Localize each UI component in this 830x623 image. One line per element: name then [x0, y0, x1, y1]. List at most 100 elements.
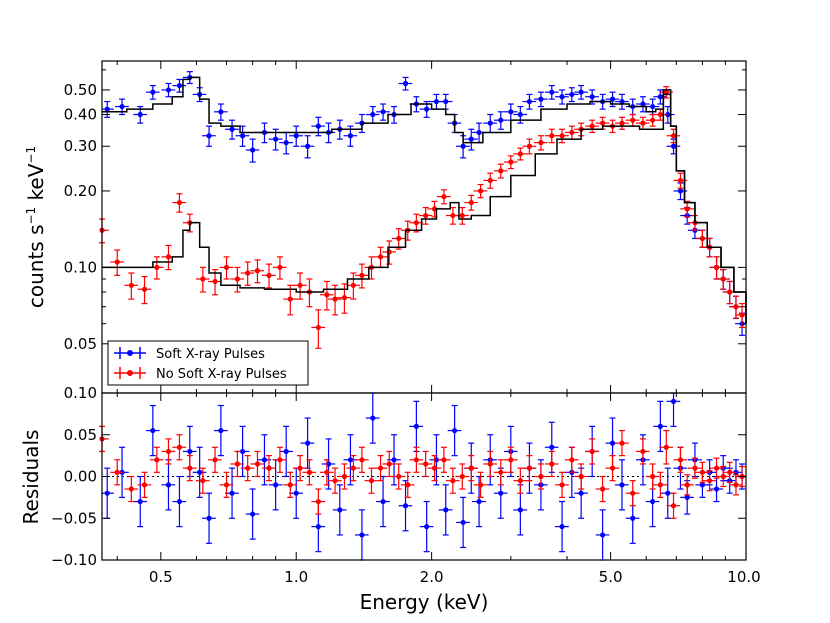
- residual-point-no-soft-x-ray-pulses: [240, 455, 255, 482]
- residual-point-no-soft-x-ray-pulses: [110, 459, 124, 486]
- residual-point-soft-x-ray-pulses: [172, 475, 187, 528]
- data-point-no-soft-x-ray-pulses: [666, 128, 681, 144]
- data-point-soft-x-ray-pulses: [172, 78, 187, 93]
- residual-point-no-soft-x-ray-pulses: [250, 450, 265, 478]
- residual-point-soft-x-ray-pulses: [225, 467, 239, 519]
- data-point-no-soft-x-ray-pulses: [522, 138, 537, 155]
- legend: Soft X-ray Pulses No Soft X-ray Pulses: [107, 340, 309, 386]
- residuals-x-ticks: 0.5 1.0 2.0 5.0 10.0: [116, 393, 761, 586]
- residual-point-no-soft-x-ray-pulses: [382, 450, 396, 478]
- legend-marker-soft: [114, 347, 146, 359]
- residual-point-no-soft-x-ray-pulses: [673, 446, 688, 473]
- data-point-soft-x-ray-pulses: [653, 89, 668, 105]
- data-point-soft-x-ray-pulses: [522, 93, 537, 110]
- data-point-no-soft-x-ray-pulses: [328, 284, 342, 316]
- residual-point-no-soft-x-ray-pulses: [702, 470, 717, 492]
- residual-point-no-soft-x-ray-pulses: [409, 446, 424, 473]
- residual-point-no-soft-x-ray-pulses: [436, 446, 451, 473]
- residual-point-no-soft-x-ray-pulses: [564, 446, 579, 473]
- residual-point-no-soft-x-ray-pulses: [605, 455, 620, 482]
- data-point-no-soft-x-ray-pulses: [172, 193, 187, 213]
- residual-point-soft-x-ray-pulses: [615, 459, 629, 511]
- data-point-no-soft-x-ray-pulses: [319, 280, 334, 311]
- residual-point-no-soft-x-ray-pulses: [149, 446, 164, 473]
- data-point-no-soft-x-ray-pulses: [493, 163, 508, 179]
- data-point-no-soft-x-ray-pulses: [250, 259, 265, 284]
- residual-point-no-soft-x-ray-pulses: [262, 455, 276, 482]
- data-point-soft-x-ray-pulses: [115, 98, 129, 116]
- data-point-no-soft-x-ray-pulses: [680, 200, 694, 218]
- residual-point-no-soft-x-ray-pulses: [533, 463, 548, 490]
- y-tick-label: 0.40: [64, 106, 97, 124]
- x-tick-label: 1.0: [284, 568, 308, 586]
- y-tick-label: 0.05: [64, 335, 97, 353]
- residual-point-no-soft-x-ray-pulses: [680, 474, 694, 496]
- data-point-soft-x-ray-pulses: [145, 85, 160, 100]
- model-step-line-model-no-soft-x-ray-pulses: [102, 93, 747, 324]
- residual-point-no-soft-x-ray-pulses: [687, 457, 702, 479]
- data-point-soft-x-ray-pulses: [574, 85, 588, 100]
- y-tick-label: 0.20: [64, 182, 97, 200]
- spectrum-data-layer: [99, 71, 747, 349]
- data-point-no-soft-x-ray-pulses: [208, 269, 222, 296]
- data-point-no-soft-x-ray-pulses: [645, 113, 660, 127]
- data-point-soft-x-ray-pulses: [635, 96, 650, 113]
- residual-point-soft-x-ray-pulses: [145, 404, 160, 457]
- data-point-no-soft-x-ray-pulses: [262, 263, 276, 289]
- data-point-soft-x-ray-pulses: [343, 125, 358, 147]
- y-tick-label: 0.00: [64, 468, 97, 486]
- residuals-y-ticks: −0.10 −0.05 0.00 0.05 0.10: [51, 384, 746, 569]
- residual-point-no-soft-x-ray-pulses: [328, 467, 342, 494]
- data-point-no-soft-x-ray-pulses: [149, 256, 164, 280]
- residual-point-no-soft-x-ray-pulses: [513, 467, 528, 494]
- data-point-soft-x-ray-pulses: [615, 93, 629, 110]
- residual-point-no-soft-x-ray-pulses: [391, 463, 406, 490]
- residual-point-no-soft-x-ray-pulses: [455, 463, 470, 490]
- data-point-soft-x-ray-pulses: [376, 103, 390, 121]
- residual-point-soft-x-ray-pulses: [213, 404, 228, 457]
- data-point-no-soft-x-ray-pulses: [533, 135, 548, 151]
- residual-point-soft-x-ray-pulses: [555, 500, 569, 553]
- data-point-no-soft-x-ray-pulses: [283, 284, 297, 316]
- legend-marker-nosoft: [114, 367, 146, 379]
- residual-point-soft-x-ray-pulses: [438, 484, 453, 536]
- residual-point-no-soft-x-ray-pulses: [161, 438, 176, 465]
- data-point-soft-x-ray-pulses: [660, 105, 675, 124]
- data-point-no-soft-x-ray-pulses: [293, 272, 307, 300]
- residual-point-no-soft-x-ray-pulses: [427, 455, 442, 482]
- residual-point-no-soft-x-ray-pulses: [722, 461, 737, 483]
- data-point-no-soft-x-ray-pulses: [464, 194, 478, 211]
- data-point-soft-x-ray-pulses: [300, 135, 315, 159]
- data-point-no-soft-x-ray-pulses: [513, 147, 528, 161]
- data-point-soft-x-ray-pulses: [438, 93, 453, 110]
- x-tick-label: 0.5: [149, 568, 173, 586]
- y-title-exponent-2: −1: [24, 146, 38, 164]
- y-title-exponent-1: −1: [24, 207, 38, 225]
- residual-point-no-soft-x-ray-pulses: [585, 438, 599, 465]
- residual-point-soft-x-ray-pulses: [365, 392, 380, 444]
- residual-point-no-soft-x-ray-pulses: [625, 480, 640, 507]
- data-point-no-soft-x-ray-pulses: [729, 295, 743, 319]
- data-point-soft-x-ray-pulses: [161, 82, 176, 98]
- data-point-no-soft-x-ray-pulses: [418, 206, 433, 225]
- residual-point-no-soft-x-ray-pulses: [555, 471, 569, 498]
- residual-point-no-soft-x-ray-pulses: [473, 471, 488, 498]
- y-tick-label: 0.30: [64, 137, 97, 155]
- residual-point-no-soft-x-ray-pulses: [182, 455, 197, 482]
- residual-point-no-soft-x-ray-pulses: [373, 455, 388, 482]
- y-tick-label: −0.10: [51, 551, 97, 569]
- data-point-no-soft-x-ray-pulses: [455, 206, 470, 225]
- data-point-soft-x-ray-pulses: [533, 91, 548, 108]
- data-point-no-soft-x-ray-pulses: [195, 266, 210, 293]
- residual-point-no-soft-x-ray-pulses: [319, 459, 334, 486]
- residual-point-no-soft-x-ray-pulses: [483, 450, 497, 478]
- data-point-no-soft-x-ray-pulses: [124, 272, 139, 300]
- legend-label-soft: Soft X-ray Pulses: [156, 347, 265, 362]
- residual-point-no-soft-x-ray-pulses: [283, 471, 297, 498]
- data-point-no-soft-x-ray-pulses: [311, 309, 326, 349]
- residual-point-no-soft-x-ray-pulses: [195, 467, 210, 494]
- data-point-no-soft-x-ray-pulses: [219, 256, 234, 280]
- residual-point-no-soft-x-ray-pulses: [354, 446, 369, 473]
- residual-point-no-soft-x-ray-pulses: [729, 474, 743, 496]
